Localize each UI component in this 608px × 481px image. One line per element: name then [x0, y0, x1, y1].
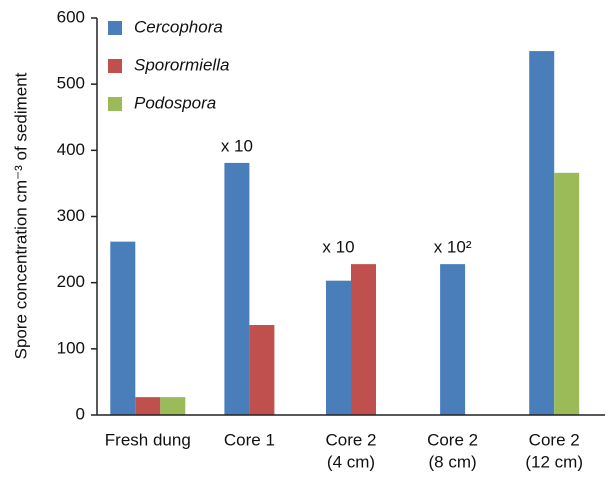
legend-label: Podospora — [134, 93, 216, 112]
legend-label: Sporormiella — [134, 55, 229, 74]
bar — [351, 264, 376, 415]
x-tick-label: (12 cm) — [525, 452, 583, 471]
y-tick-label: 200 — [57, 272, 85, 291]
legend-swatch — [108, 21, 122, 35]
bar — [224, 162, 250, 415]
x-tick-label: (8 cm) — [429, 452, 477, 471]
annotation: x 10² — [434, 238, 472, 257]
legend-swatch — [108, 59, 122, 73]
bar — [326, 280, 351, 415]
bar — [249, 325, 275, 415]
bar — [160, 397, 186, 415]
legend-swatch — [108, 97, 122, 111]
y-tick-label: 600 — [57, 7, 85, 26]
bar — [440, 264, 466, 415]
x-tick-label: Fresh dung — [105, 430, 191, 449]
bar — [135, 397, 161, 415]
y-tick-label: 100 — [57, 338, 85, 357]
x-tick-label: (4 cm) — [327, 452, 375, 471]
bar — [554, 172, 580, 415]
y-tick-label: 400 — [57, 140, 85, 159]
x-tick-label: Core 2 — [427, 430, 478, 449]
legend-label: Cercophora — [134, 17, 223, 36]
y-tick-label: 300 — [57, 206, 85, 225]
x-tick-label: Core 1 — [224, 430, 275, 449]
x-tick-label: Core 2 — [529, 430, 580, 449]
y-tick-label: 0 — [76, 404, 85, 423]
annotation: x 10 — [221, 136, 253, 155]
annotation: x 10 — [322, 238, 354, 257]
y-tick-label: 500 — [57, 74, 85, 93]
y-axis-label: Spore concentration cm⁻³ of sediment — [11, 72, 30, 359]
bar — [110, 241, 136, 415]
bar — [529, 51, 555, 415]
x-tick-label: Core 2 — [325, 430, 376, 449]
